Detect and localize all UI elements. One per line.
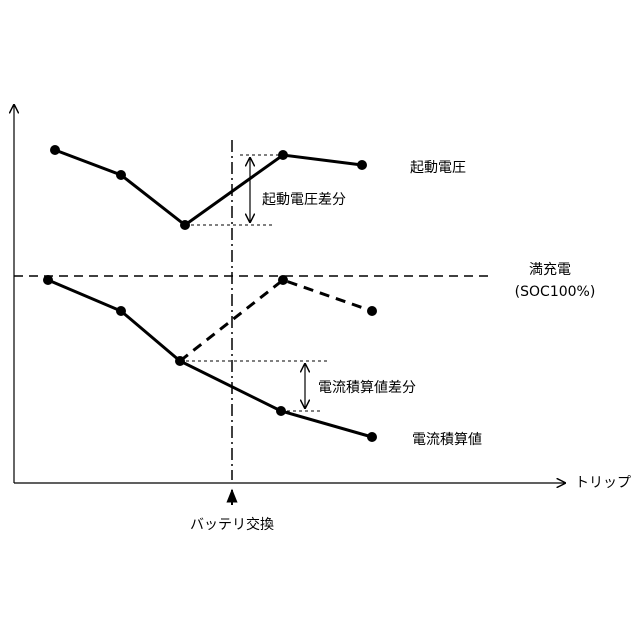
voltage-points (50, 145, 367, 230)
battery-swap-label: バッテリ交換 (190, 516, 274, 533)
soc-label: (SOC100%) (515, 284, 596, 300)
x-axis-label: トリップ (575, 475, 631, 491)
diagram: トリップ 満充電 (SOC100%) バッテリ交換 起動電圧差分 起動電圧 電流… (0, 0, 640, 640)
current-dashed-line (180, 280, 372, 361)
full-charge-label: 満充電 (529, 262, 571, 278)
voltage-line (55, 150, 362, 225)
voltage-label: 起動電圧 (410, 160, 466, 176)
current-line (48, 280, 372, 437)
current-diff-label: 電流積算値差分 (318, 380, 416, 396)
voltage-diff-label: 起動電圧差分 (262, 192, 346, 208)
current-label: 電流積算値 (412, 432, 482, 448)
